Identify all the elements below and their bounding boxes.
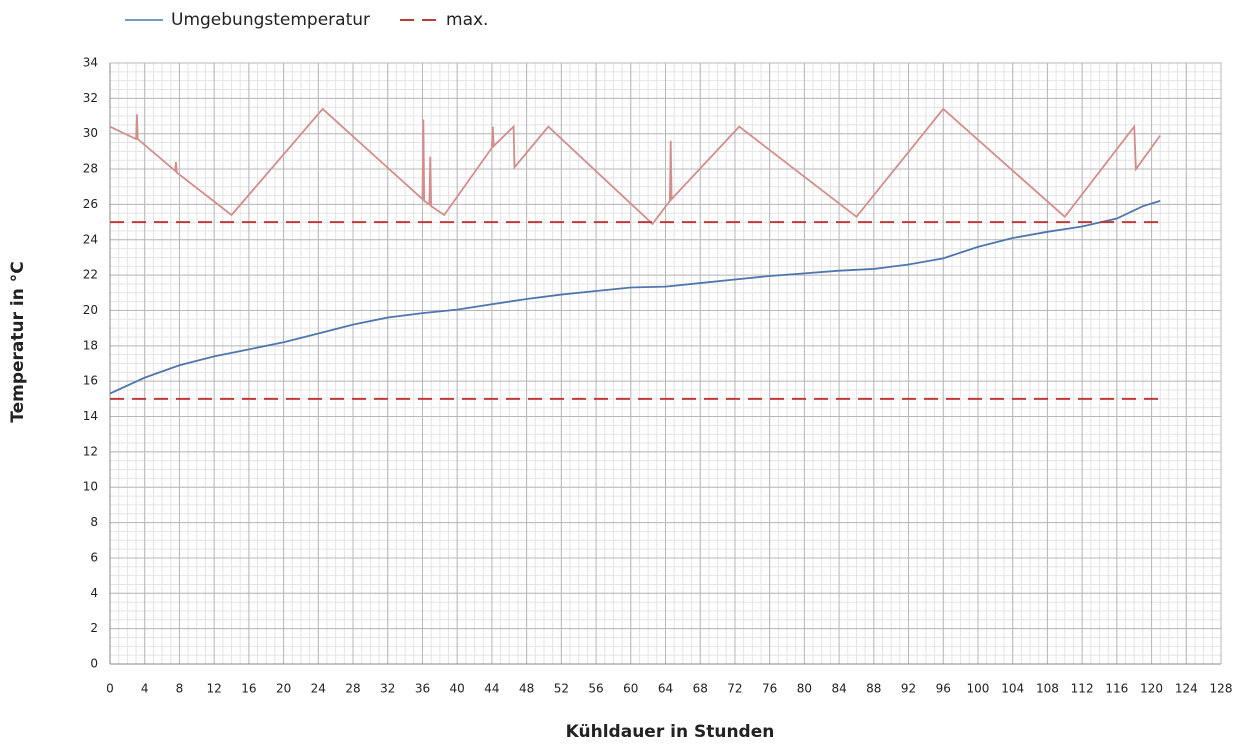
x-tick-label: 96 bbox=[936, 682, 951, 696]
y-tick-label: 4 bbox=[90, 586, 98, 600]
x-tick-label: 128 bbox=[1210, 682, 1233, 696]
x-tick-label: 16 bbox=[241, 682, 256, 696]
x-tick-label: 100 bbox=[967, 682, 990, 696]
x-tick-label: 112 bbox=[1071, 682, 1094, 696]
x-tick-label: 24 bbox=[311, 682, 326, 696]
x-tick-label: 68 bbox=[693, 682, 708, 696]
y-tick-label: 6 bbox=[90, 550, 98, 564]
y-tick-label: 20 bbox=[83, 303, 98, 317]
x-tick-label: 108 bbox=[1036, 682, 1059, 696]
series-line bbox=[109, 107, 1161, 226]
y-tick-label: 0 bbox=[90, 657, 98, 671]
x-tick-label: 4 bbox=[141, 682, 149, 696]
legend-label: Umgebungstemperatur bbox=[171, 10, 370, 30]
x-tick-label: 88 bbox=[866, 682, 881, 696]
x-tick-label: 84 bbox=[831, 682, 846, 696]
x-tick-label: 104 bbox=[1001, 682, 1024, 696]
y-tick-label: 26 bbox=[83, 197, 98, 211]
x-tick-label: 80 bbox=[797, 682, 812, 696]
x-tick-label: 48 bbox=[519, 682, 534, 696]
y-tick-label: 32 bbox=[83, 91, 98, 105]
x-tick-label: 60 bbox=[623, 682, 638, 696]
x-axis-label: Kühldauer in Stunden bbox=[566, 722, 775, 740]
y-tick-label: 22 bbox=[83, 268, 98, 282]
y-tick-label: 24 bbox=[83, 232, 98, 246]
x-tick-label: 116 bbox=[1105, 682, 1128, 696]
x-tick-label: 124 bbox=[1175, 682, 1198, 696]
x-tick-label: 52 bbox=[554, 682, 569, 696]
y-tick-label: 10 bbox=[83, 480, 98, 494]
x-tick-label: 56 bbox=[588, 682, 603, 696]
x-tick-label: 12 bbox=[207, 682, 222, 696]
y-tick-label: 18 bbox=[83, 338, 98, 352]
x-tick-label: 120 bbox=[1140, 682, 1163, 696]
y-tick-label: 14 bbox=[83, 409, 98, 423]
y-tick-label: 2 bbox=[90, 621, 98, 635]
x-tick-label: 32 bbox=[380, 682, 395, 696]
x-tick-label: 64 bbox=[658, 682, 673, 696]
x-tick-label: 36 bbox=[415, 682, 430, 696]
x-tick-label: 44 bbox=[484, 682, 499, 696]
x-tick-label: 72 bbox=[727, 682, 742, 696]
y-tick-label: 8 bbox=[90, 515, 98, 529]
legend-label: max. bbox=[446, 10, 488, 30]
y-tick-label: 16 bbox=[83, 374, 98, 388]
x-tick-label: 28 bbox=[345, 682, 360, 696]
x-tick-label: 0 bbox=[106, 682, 114, 696]
y-tick-label: 30 bbox=[83, 126, 98, 140]
x-tick-label: 20 bbox=[276, 682, 291, 696]
y-tick-label: 28 bbox=[83, 162, 98, 176]
x-tick-label: 76 bbox=[762, 682, 777, 696]
y-tick-label: 12 bbox=[83, 444, 98, 458]
y-axis-label: Temperatur in °C bbox=[8, 261, 28, 423]
x-tick-label: 8 bbox=[176, 682, 184, 696]
x-tick-label: 92 bbox=[901, 682, 916, 696]
x-tick-label: 40 bbox=[450, 682, 465, 696]
y-tick-label: 34 bbox=[83, 56, 98, 70]
series-line bbox=[109, 200, 1161, 395]
